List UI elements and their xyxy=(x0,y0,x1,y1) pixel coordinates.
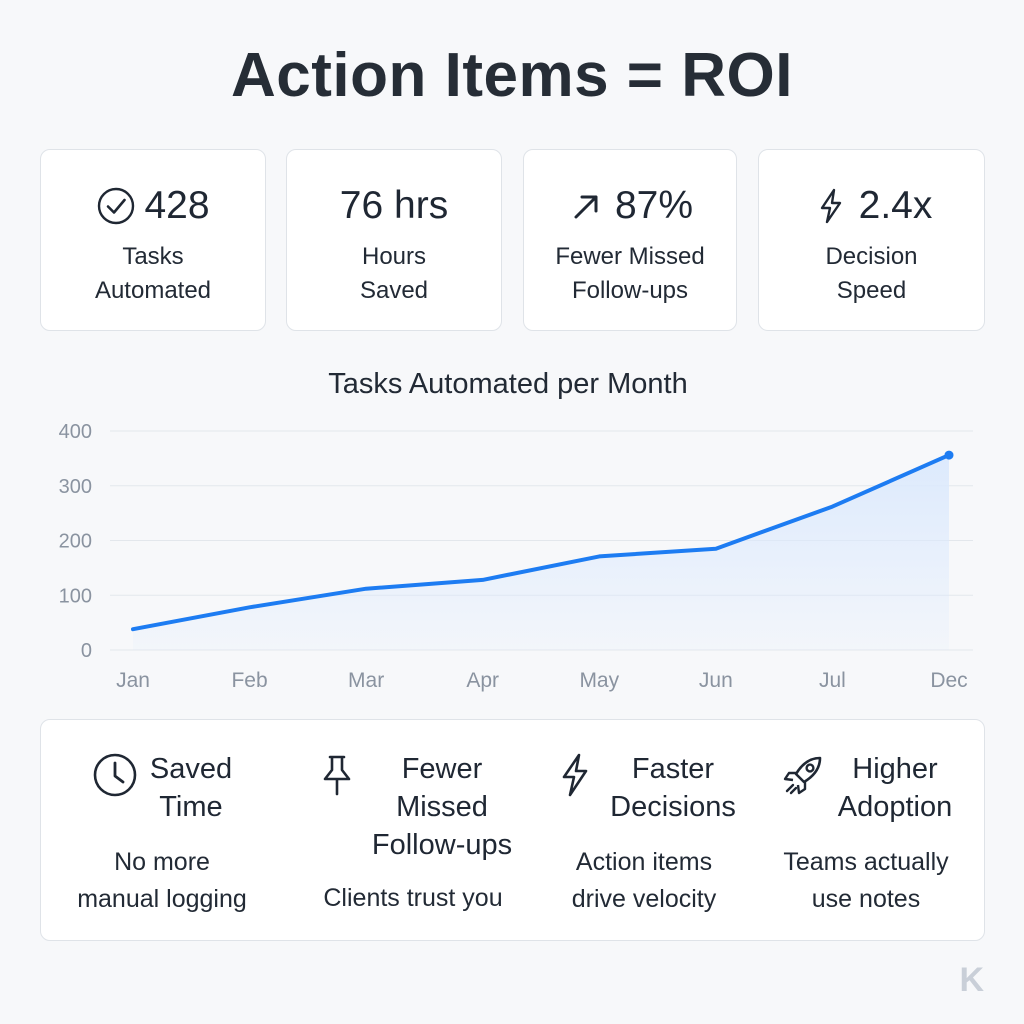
benefit-higher-adoption: Higher Adoption Teams actually use notes xyxy=(763,720,969,942)
kpi-card-decision: 2.4x Decision Speed xyxy=(758,149,985,331)
kpi-value: 428 xyxy=(144,184,210,227)
y-tick-label: 0 xyxy=(81,640,92,662)
chart-title: Tasks Automated per Month xyxy=(328,368,688,400)
x-tick-label: Jul xyxy=(819,669,846,692)
kpi-row: 428 Tasks Automated 76 hrs Hours Saved 8… xyxy=(40,149,985,331)
pushpin-icon xyxy=(323,755,351,796)
lightning-icon xyxy=(562,753,588,797)
data-point xyxy=(944,450,954,460)
y-tick-label: 300 xyxy=(59,476,92,498)
rocket-icon xyxy=(783,756,822,795)
benefit-title: Saved Time xyxy=(149,753,233,823)
benefit-title: Fewer Missed Follow-ups xyxy=(371,753,513,861)
brand-logo: K xyxy=(959,961,984,999)
kpi-value: 76 hrs xyxy=(339,184,449,227)
kpi-value: 87% xyxy=(614,184,694,227)
series-line xyxy=(131,453,951,632)
y-tick-label: 400 xyxy=(59,421,92,443)
kpi-label: Tasks Automated xyxy=(94,243,212,304)
kpi-card-followups: 87% Fewer Missed Follow-ups xyxy=(523,149,737,331)
y-tick-label: 200 xyxy=(59,531,92,553)
x-tick-label: Feb xyxy=(231,669,267,692)
x-tick-label: Mar xyxy=(348,669,384,692)
benefits-panel: Saved Time No more manual logging Fewer … xyxy=(40,719,985,941)
kpi-card-hours: 76 hrs Hours Saved xyxy=(286,149,502,331)
kpi-label: Decision Speed xyxy=(825,243,918,304)
check-circle-icon xyxy=(98,187,135,225)
arrow-up-right-icon xyxy=(574,195,598,219)
kpi-card-tasks: 428 Tasks Automated xyxy=(40,149,266,331)
benefit-fewer-missed: Fewer Missed Follow-ups Clients trust yo… xyxy=(297,720,529,942)
benefit-saved-time: Saved Time No more manual logging xyxy=(55,720,269,942)
benefit-title: Higher Adoption xyxy=(837,753,953,823)
lightning-icon xyxy=(820,188,841,224)
x-tick-label: Jun xyxy=(699,669,733,692)
benefit-description: Clients trust you xyxy=(323,884,503,912)
kpi-value: 2.4x xyxy=(858,184,933,227)
benefit-description: Action items drive velocity xyxy=(571,848,717,913)
area-fill xyxy=(133,455,949,650)
x-tick-label: May xyxy=(579,669,619,692)
kpi-label: Fewer Missed Follow-ups xyxy=(555,243,705,304)
clock-icon xyxy=(93,753,137,797)
benefit-description: Teams actually use notes xyxy=(783,848,949,913)
benefit-title: Faster Decisions xyxy=(610,753,736,823)
benefit-description: No more manual logging xyxy=(77,848,247,913)
x-tick-label: Apr xyxy=(466,669,499,692)
kpi-label: Hours Saved xyxy=(359,243,429,304)
page-title: Action Items = ROI xyxy=(231,41,793,110)
x-tick-label: Dec xyxy=(930,669,967,692)
x-tick-label: Jan xyxy=(116,669,150,692)
y-tick-label: 100 xyxy=(59,585,92,607)
benefit-faster-decisions: Faster Decisions Action items drive velo… xyxy=(541,720,747,942)
line-chart: 0 100 200 300 400 Jan Feb Mar Apr May Jun Jul Dec xyxy=(59,421,973,692)
